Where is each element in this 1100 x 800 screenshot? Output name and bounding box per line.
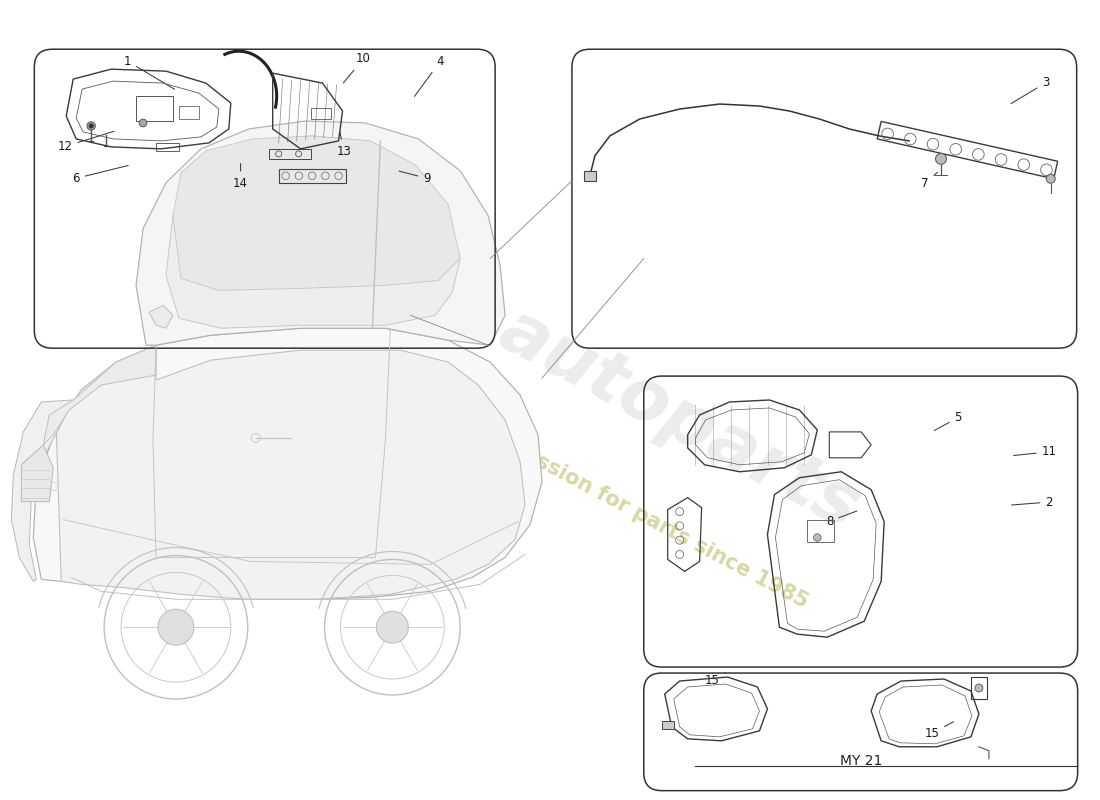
Text: 5: 5 xyxy=(934,411,961,430)
Circle shape xyxy=(158,610,194,645)
Text: 10: 10 xyxy=(343,52,371,83)
Text: 14: 14 xyxy=(233,164,249,190)
Text: 12: 12 xyxy=(57,131,114,153)
Text: 6: 6 xyxy=(73,166,129,185)
Polygon shape xyxy=(43,345,156,445)
Circle shape xyxy=(89,124,94,128)
Circle shape xyxy=(935,154,946,164)
Circle shape xyxy=(87,122,96,130)
Text: autoparts: autoparts xyxy=(487,296,871,544)
Text: 8: 8 xyxy=(826,511,857,528)
Polygon shape xyxy=(11,400,74,582)
Text: 13: 13 xyxy=(337,132,351,158)
Circle shape xyxy=(1046,174,1055,183)
Circle shape xyxy=(140,119,146,126)
Polygon shape xyxy=(173,136,460,290)
Text: 4: 4 xyxy=(415,54,444,97)
Text: 9: 9 xyxy=(399,171,431,185)
Polygon shape xyxy=(662,721,673,729)
Text: 15: 15 xyxy=(924,722,954,740)
Circle shape xyxy=(975,684,983,692)
Text: 1: 1 xyxy=(124,54,175,90)
Polygon shape xyxy=(148,306,173,328)
Polygon shape xyxy=(33,328,542,599)
Text: MY 21: MY 21 xyxy=(840,754,882,768)
Circle shape xyxy=(376,611,408,643)
Text: 𝕸: 𝕸 xyxy=(51,480,56,490)
Polygon shape xyxy=(166,136,460,328)
Text: a passion for parts since 1985: a passion for parts since 1985 xyxy=(488,427,812,612)
Polygon shape xyxy=(136,121,505,345)
Text: 15: 15 xyxy=(705,673,725,687)
Polygon shape xyxy=(56,345,525,599)
Text: 7: 7 xyxy=(922,172,937,190)
Polygon shape xyxy=(584,170,596,181)
Circle shape xyxy=(814,534,821,542)
Text: 11: 11 xyxy=(1013,446,1057,458)
Text: 3: 3 xyxy=(1011,76,1049,103)
Polygon shape xyxy=(21,445,53,502)
Text: 2: 2 xyxy=(1011,495,1053,509)
